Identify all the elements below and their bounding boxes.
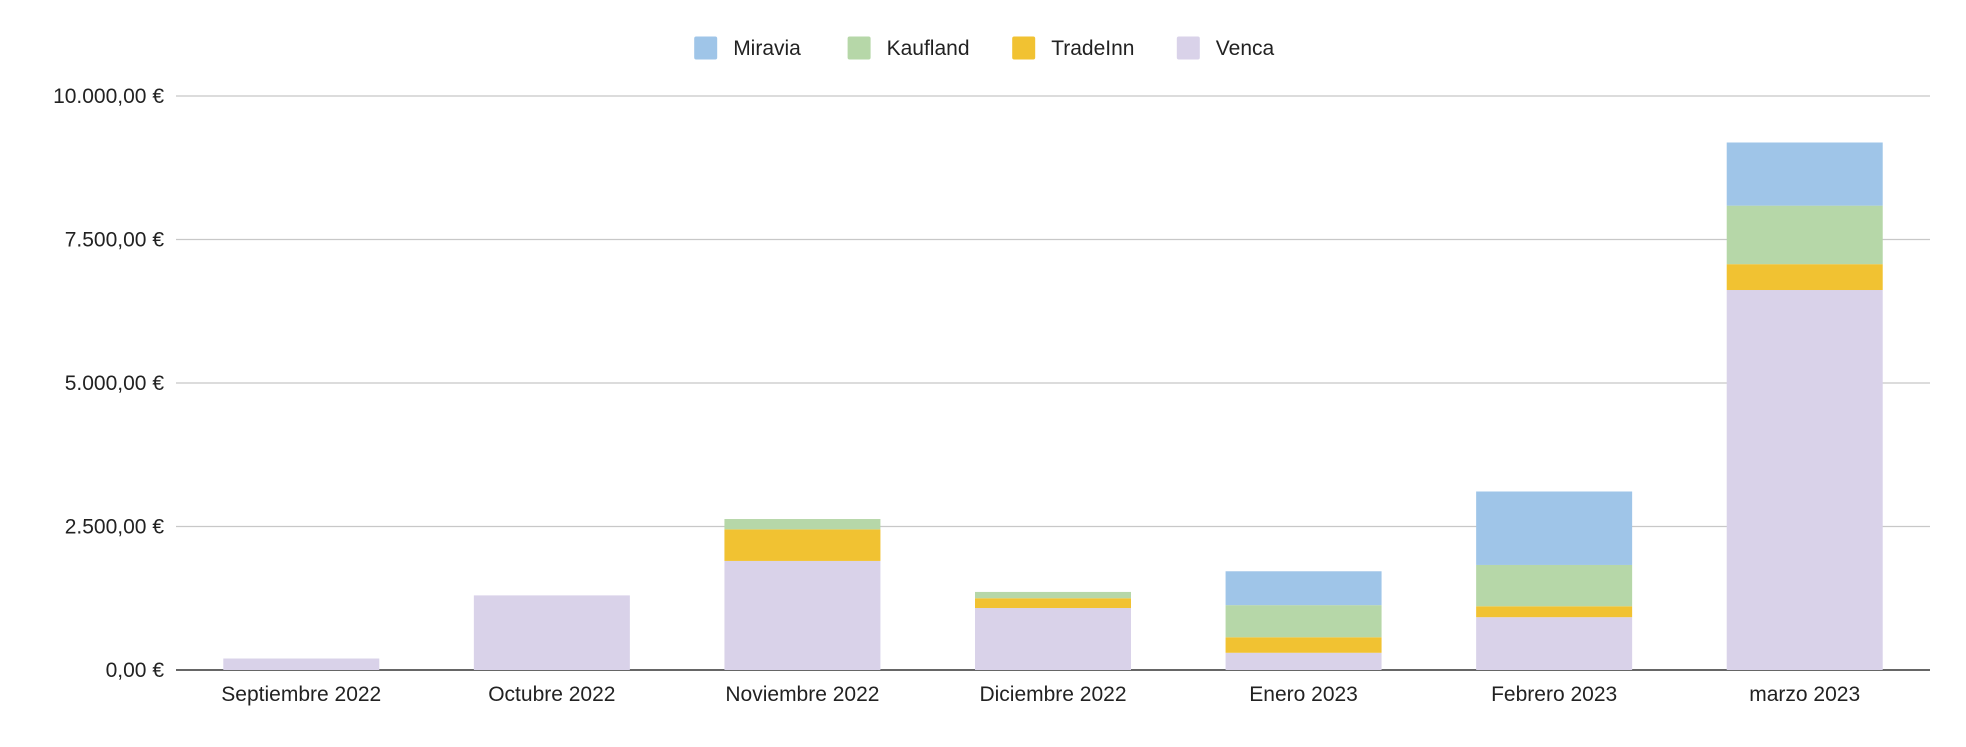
- legend-swatch-venca: [1176, 36, 1200, 60]
- legend-label-tradeinn[interactable]: TradeInn: [1051, 37, 1134, 60]
- legend-label-miravia[interactable]: Miravia: [733, 37, 801, 60]
- bar-kaufland-marzo-2023[interactable]: [1726, 205, 1883, 265]
- bar-tradeinn-diciembre-2022[interactable]: [975, 598, 1131, 609]
- bar-venca-octubre-2022[interactable]: [473, 595, 630, 670]
- x-axis-tick-labels: Septiembre 2022 Octubre 2022 Noviembre 202…: [221, 683, 1860, 706]
- x-tick-label: marzo 2023: [1749, 683, 1860, 706]
- gridlines: [176, 95, 1930, 671]
- bar-tradeinn-noviembre-2022[interactable]: [724, 529, 881, 561]
- x-tick-label: Septiembre 2022: [221, 683, 381, 706]
- x-tick-label: Febrero 2023: [1491, 683, 1617, 706]
- bar-kaufland-enero-2023[interactable]: [1225, 605, 1382, 638]
- x-tick-label: Noviembre 2022: [725, 683, 879, 706]
- bar-kaufland-febrero-2023[interactable]: [1476, 564, 1633, 607]
- y-tick-label: 0,00 €: [106, 659, 165, 682]
- bar-miravia-febrero-2023[interactable]: [1476, 491, 1633, 565]
- bar-venca-marzo-2023[interactable]: [1726, 290, 1883, 670]
- legend: Miravia Kaufland TradeInn Venca: [694, 36, 1275, 60]
- legend-label-kaufland[interactable]: Kaufland: [887, 37, 970, 60]
- bar-venca-enero-2023[interactable]: [1225, 652, 1382, 670]
- bar-venca-septiembre-2022[interactable]: [223, 658, 380, 670]
- y-axis-tick-labels: 0,00 € 2.500,00 € 5.000,00 € 7.500,00 € 10.0…: [53, 85, 164, 682]
- bar-kaufland-noviembre-2022[interactable]: [724, 519, 881, 530]
- bar-venca-febrero-2023[interactable]: [1476, 617, 1633, 670]
- x-tick-label: Octubre 2022: [488, 683, 615, 706]
- legend-swatch-tradeinn: [1012, 36, 1036, 60]
- y-tick-label: 10.000,00 €: [53, 85, 164, 108]
- bar-kaufland-diciembre-2022[interactable]: [975, 591, 1131, 599]
- bar-tradeinn-enero-2023[interactable]: [1225, 637, 1382, 653]
- legend-swatch-kaufland: [847, 36, 871, 60]
- legend-label-venca[interactable]: Venca: [1216, 37, 1275, 60]
- bar-tradeinn-febrero-2023[interactable]: [1476, 606, 1633, 618]
- y-tick-label: 2.500,00 €: [65, 516, 165, 539]
- bar-venca-noviembre-2022[interactable]: [724, 560, 881, 670]
- bar-venca-diciembre-2022[interactable]: [975, 608, 1131, 670]
- x-tick-label: Diciembre 2022: [979, 683, 1126, 706]
- bar-miravia-marzo-2023[interactable]: [1726, 142, 1883, 206]
- y-tick-label: 7.500,00 €: [65, 229, 165, 252]
- legend-swatch-miravia: [694, 36, 718, 60]
- y-tick-label: 5.000,00 €: [65, 372, 165, 395]
- bars: [223, 142, 1883, 670]
- bar-miravia-enero-2023[interactable]: [1225, 571, 1382, 606]
- bar-tradeinn-marzo-2023[interactable]: [1726, 264, 1883, 291]
- x-tick-label: Enero 2023: [1249, 683, 1358, 706]
